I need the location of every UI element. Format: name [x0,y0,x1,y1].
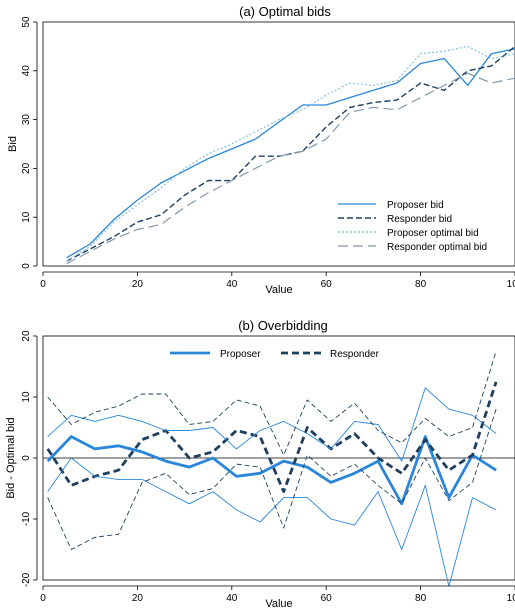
x-axis: 0 20 40 60 80 100 [40,271,515,290]
series-line-responder-optimal-bid [66,72,515,265]
x-tick-label: 40 [226,279,238,290]
x-axis: 0 20 40 60 80 100 [40,585,515,604]
chart-title: (a) Optimal bids [239,4,331,19]
plot-area [42,21,515,267]
x-tick-label: 80 [415,279,427,290]
y-axis: -20 -10 0 10 20 [21,330,38,587]
y-tick-label: 30 [21,114,32,126]
y-tick-label: 10 [21,391,32,403]
band-line [47,351,497,456]
series-line-responder-bid [66,45,515,262]
plot-area [42,335,515,587]
y-tick-label: 20 [21,162,32,174]
legend-label: Proposer bid [387,200,444,211]
band-line [47,457,497,587]
x-tick-label: 0 [40,279,46,290]
y-tick-label: 40 [21,65,32,77]
legend-label: Responder [330,349,380,360]
y-axis-label: Bid [7,136,19,152]
panel-optimal-bids: (a) Optimal bids 0 10 20 30 40 50 0 20 40 60 80 10… [7,4,515,296]
x-tick-label: 80 [415,593,427,604]
x-tick-label: 60 [321,593,333,604]
legend-label: Responder optimal bid [387,242,487,253]
legend: Proposer Responder [170,349,380,360]
y-tick-label: -20 [21,572,32,587]
legend: Proposer bid Responder bid Proposer optima… [338,200,487,253]
y-tick-label: 0 [21,455,32,461]
series-line-proposer-optimal-bid [66,45,515,262]
panel-overbidding: (b) Overbidding -20 -10 0 10 20 0 20 40 60 80 100… [5,318,515,610]
y-tick-label: -10 [21,511,32,526]
chart-title: (b) Overbidding [238,318,328,333]
x-axis-label: Value [265,284,292,296]
y-tick-label: 0 [21,263,32,269]
x-tick-label: 60 [321,279,333,290]
y-axis-label: Bid - Optimal bid [5,417,17,498]
series-line-responder [46,381,498,494]
x-tick-label: 0 [40,593,46,604]
band-line [47,409,497,550]
legend-label: Proposer optimal bid [387,228,479,239]
legend-label: Responder bid [387,214,452,225]
x-tick-label: 40 [226,593,238,604]
band-line [47,387,497,462]
x-tick-label: 20 [132,593,144,604]
series-line-proposer-bid [66,48,515,259]
y-tick-label: 20 [21,330,32,342]
y-tick-label: 50 [21,16,32,28]
legend-label: Proposer [220,349,261,360]
x-tick-label: 100 [507,593,515,604]
y-tick-label: 10 [21,211,32,223]
series-line-proposer [46,435,497,506]
x-tick-label: 100 [507,279,515,290]
x-axis-label: Value [265,598,292,610]
plot-frame [42,21,515,267]
y-axis: 0 10 20 30 40 50 [21,16,38,269]
x-tick-label: 20 [132,279,144,290]
